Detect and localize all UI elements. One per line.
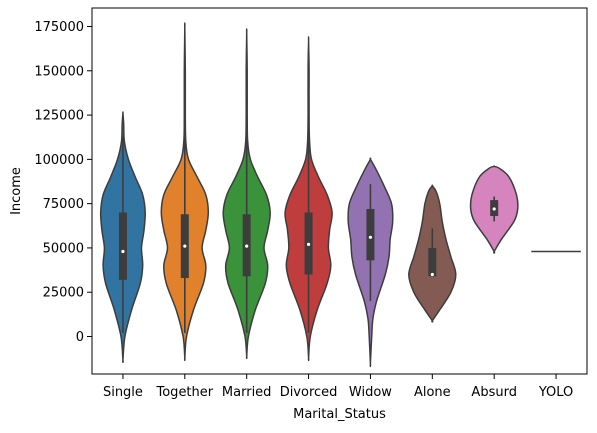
boxes-layer [118, 136, 499, 333]
y-tick-label: 100000 [34, 153, 84, 168]
x-axis-label: Marital_Status [293, 407, 386, 422]
box-single [118, 212, 127, 280]
x-tick-label: Alone [414, 385, 451, 400]
median-alone [430, 272, 434, 277]
x-tick-label: YOLO [538, 385, 573, 400]
x-axis: Single Together Married Divorced Widow Alone A… [103, 374, 573, 400]
y-tick-label: 25000 [43, 286, 84, 301]
median-absurd [492, 207, 496, 211]
median-widow [368, 235, 373, 239]
y-tick-label: 150000 [34, 64, 84, 79]
x-tick-label: Single [103, 385, 143, 400]
median-divorced [306, 242, 311, 246]
plot-frame [91, 7, 588, 375]
y-tick-label: 175000 [34, 20, 84, 35]
violins-layer [99, 22, 581, 368]
y-tick-label: 75000 [43, 197, 84, 212]
x-tick-label: Together [156, 385, 214, 400]
median-single [121, 249, 125, 254]
x-tick-label: Divorced [280, 385, 338, 400]
y-tick-label: 125000 [34, 109, 84, 124]
median-married [245, 244, 249, 248]
box-widow [366, 208, 375, 261]
y-tick-label: 50000 [43, 241, 84, 256]
y-tick-label: 0 [76, 330, 84, 345]
x-tick-label: Absurd [471, 385, 517, 400]
y-axis-label: Income [9, 167, 24, 215]
x-tick-label: Widow [349, 385, 392, 400]
y-axis: 0 25000 50000 75000 100000 125000 150000 175000 [34, 20, 92, 345]
box-alone [428, 247, 437, 277]
median-together [183, 244, 187, 248]
x-tick-label: Married [222, 385, 272, 400]
